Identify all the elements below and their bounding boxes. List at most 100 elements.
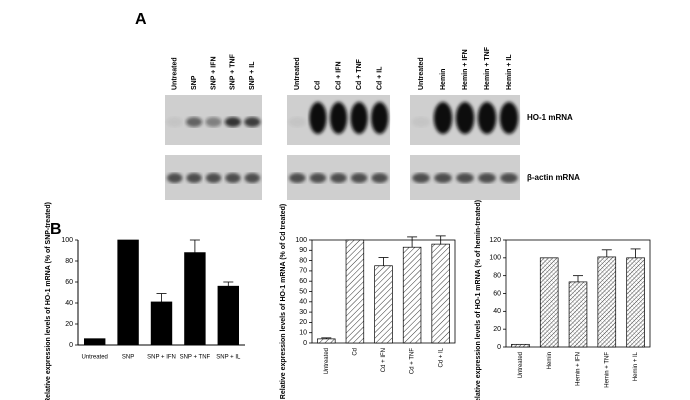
y-axis-label: Relative expression levels of HO-1 mRNA … bbox=[280, 204, 287, 399]
y-tick-label: 20 bbox=[493, 326, 501, 333]
x-tick-label: Cd bbox=[352, 348, 358, 356]
y-tick-label: 80 bbox=[493, 273, 501, 280]
bar bbox=[539, 257, 559, 348]
x-tick-label: Hemin + IL bbox=[633, 351, 639, 381]
lane-label: Cd + TNF bbox=[356, 58, 363, 90]
blot-band bbox=[499, 102, 519, 134]
x-tick-label: SNP + IL bbox=[216, 355, 241, 361]
y-tick-label: 90 bbox=[299, 247, 307, 254]
blot-band bbox=[225, 173, 241, 183]
blot-band bbox=[185, 117, 203, 127]
y-tick-label: 40 bbox=[493, 308, 501, 315]
blot-band bbox=[350, 173, 368, 183]
blot-band bbox=[478, 173, 496, 183]
y-tick-label: 120 bbox=[489, 237, 501, 244]
blot-row-label: β-actin mRNA bbox=[527, 173, 580, 182]
y-tick-label: 50 bbox=[299, 288, 307, 295]
y-tick-label: 20 bbox=[65, 321, 73, 328]
x-tick-label: Hemin + TNF bbox=[604, 352, 610, 388]
y-tick-label: 70 bbox=[299, 268, 307, 275]
lane-label: Hemin + IL bbox=[506, 54, 513, 90]
bar bbox=[345, 239, 365, 344]
lane-label: Cd + IFN bbox=[335, 61, 342, 90]
blot-band bbox=[433, 102, 453, 134]
panel-label: A bbox=[135, 11, 147, 28]
lane-label: SNP + IL bbox=[249, 61, 256, 90]
bar bbox=[117, 239, 139, 346]
y-axis-label: Relative expression levels of HO-1 mRNA … bbox=[45, 202, 52, 400]
blot-band bbox=[371, 102, 389, 134]
y-tick-label: 60 bbox=[299, 278, 307, 285]
y-tick-label: 100 bbox=[295, 237, 307, 244]
bar bbox=[597, 256, 617, 348]
lane-label: Untreated bbox=[418, 57, 425, 90]
y-tick-label: 0 bbox=[303, 340, 307, 347]
lane-label: Hemin + IFN bbox=[462, 49, 469, 90]
bar bbox=[511, 343, 530, 348]
x-tick-label: Hemin + IFN bbox=[576, 352, 582, 386]
blot-row-label: HO-1 mRNA bbox=[527, 113, 573, 122]
lane-label: SNP bbox=[191, 75, 198, 90]
lane-label: Untreated bbox=[294, 57, 301, 90]
y-tick-label: 100 bbox=[61, 237, 73, 244]
blot-band bbox=[166, 117, 183, 127]
x-tick-label: Hemin bbox=[547, 352, 553, 369]
blot-band bbox=[244, 117, 261, 127]
blot-band bbox=[186, 173, 202, 183]
y-axis-label: Relative expression levels of HO-1 mRNA … bbox=[475, 200, 482, 400]
blot-band bbox=[412, 173, 430, 183]
blot-band bbox=[477, 102, 497, 134]
y-tick-label: 80 bbox=[299, 257, 307, 264]
y-tick-label: 10 bbox=[299, 330, 307, 337]
blot-band bbox=[371, 173, 388, 183]
panel-label: B bbox=[50, 221, 62, 238]
bar bbox=[217, 285, 240, 346]
x-tick-label: SNP + TNF bbox=[180, 355, 211, 361]
bar bbox=[626, 257, 645, 348]
lane-label: Untreated bbox=[172, 57, 179, 90]
blot-band bbox=[289, 173, 306, 183]
blot-band bbox=[288, 117, 306, 127]
bar bbox=[431, 243, 450, 344]
bar bbox=[374, 265, 393, 344]
y-tick-label: 60 bbox=[65, 279, 73, 286]
blot-band bbox=[500, 173, 518, 183]
blot-band bbox=[411, 117, 431, 127]
lane-label: Cd bbox=[315, 81, 322, 90]
blot-band bbox=[224, 117, 242, 127]
x-tick-label: Cd + IFN bbox=[381, 348, 387, 372]
bar bbox=[568, 281, 588, 348]
blot-band bbox=[456, 173, 474, 183]
y-tick-label: 100 bbox=[489, 255, 501, 262]
x-tick-label: Untreated bbox=[518, 352, 524, 378]
x-tick-label: Cd + TNF bbox=[410, 348, 416, 374]
x-tick-label: SNP + IFN bbox=[147, 355, 176, 361]
lane-label: SNP + TNF bbox=[230, 53, 237, 90]
y-tick-label: 20 bbox=[299, 319, 307, 326]
y-tick-label: 40 bbox=[299, 299, 307, 306]
blot-band bbox=[434, 173, 452, 183]
bar bbox=[83, 338, 106, 346]
x-tick-label: Untreated bbox=[82, 355, 108, 361]
blot-band bbox=[309, 173, 327, 183]
y-tick-label: 40 bbox=[65, 300, 73, 307]
y-tick-label: 80 bbox=[65, 258, 73, 265]
blot-band bbox=[329, 102, 348, 134]
x-tick-label: SNP bbox=[122, 355, 134, 361]
y-tick-label: 0 bbox=[497, 344, 501, 351]
blot-band bbox=[350, 102, 368, 134]
y-tick-label: 60 bbox=[493, 290, 501, 297]
lane-label: Hemin bbox=[440, 69, 447, 90]
lane-label: SNP + IFN bbox=[210, 56, 217, 90]
bar bbox=[150, 301, 173, 346]
x-tick-label: Untreated bbox=[324, 348, 330, 374]
bar bbox=[317, 338, 336, 344]
bar bbox=[402, 246, 422, 344]
y-tick-label: 30 bbox=[299, 309, 307, 316]
blot-band bbox=[455, 102, 475, 134]
x-tick-label: Cd + IL bbox=[438, 347, 444, 367]
blot-band bbox=[205, 173, 222, 183]
blot-band bbox=[309, 102, 327, 134]
blot-band bbox=[205, 117, 222, 127]
